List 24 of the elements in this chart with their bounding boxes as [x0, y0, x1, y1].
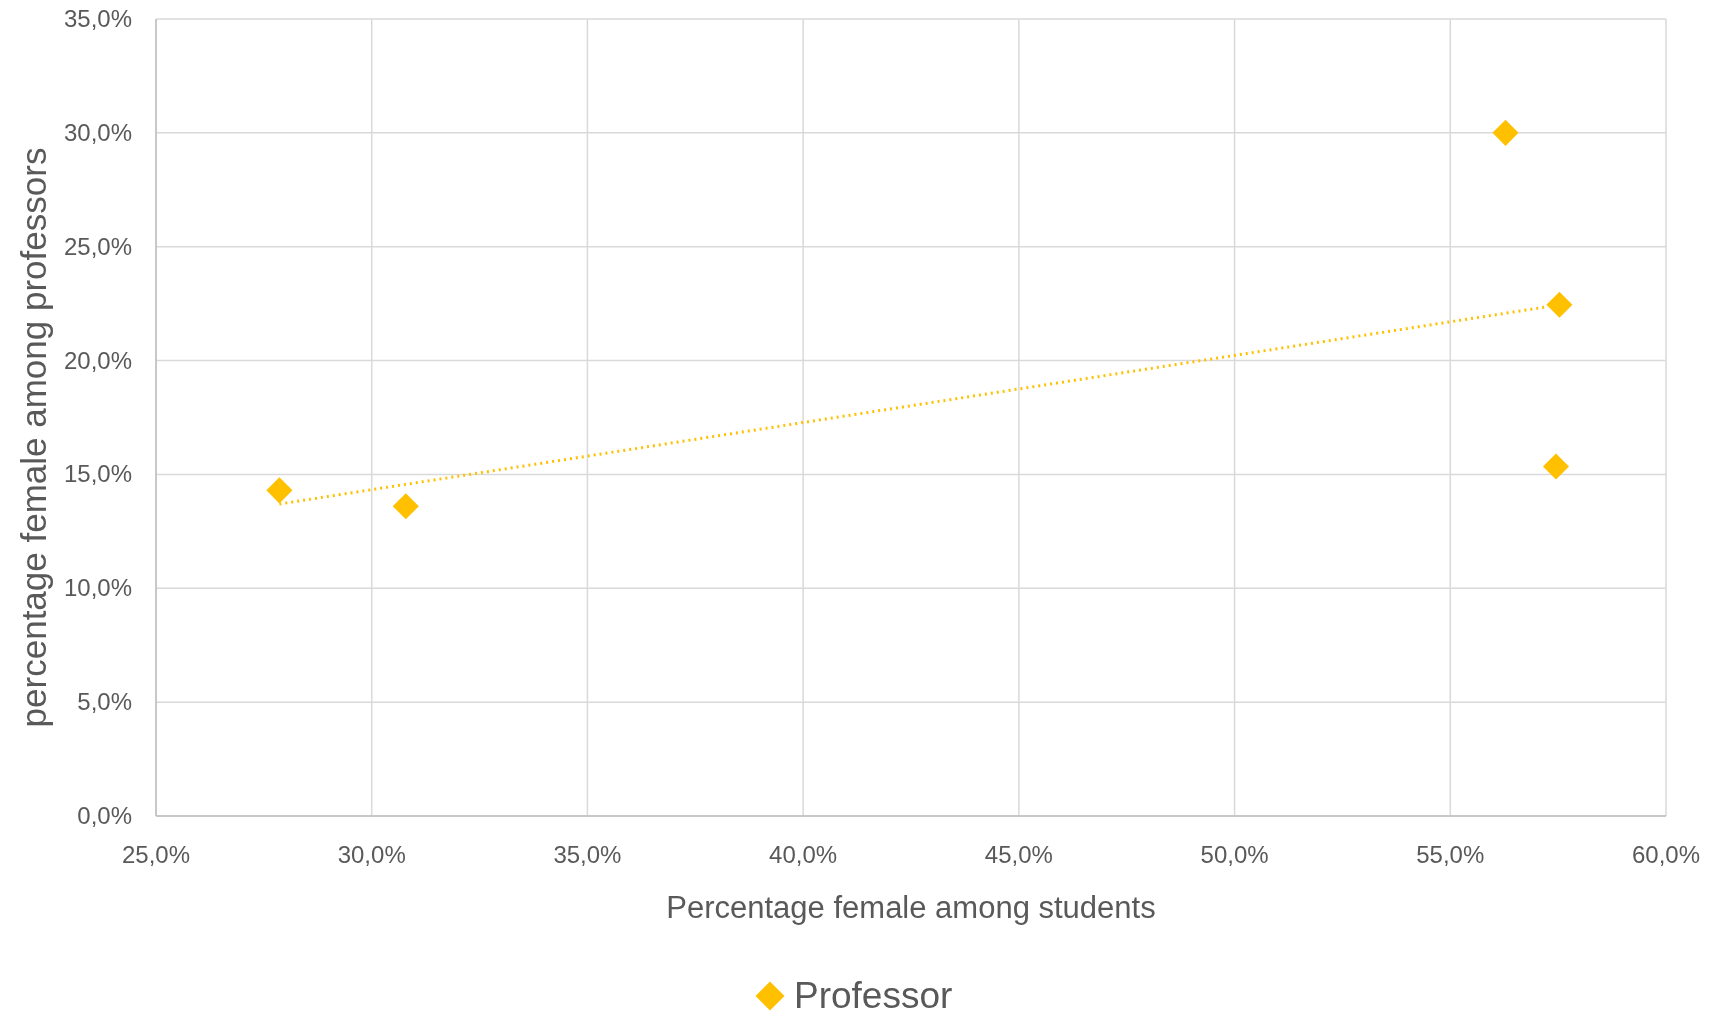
x-tick-label: 50,0%	[1200, 841, 1269, 868]
x-tick-label: 30,0%	[337, 841, 406, 868]
x-tick-label: 45,0%	[984, 841, 1053, 868]
y-axis-title: percentage female among professors	[14, 147, 53, 728]
y-tick-label: 10,0%	[63, 574, 132, 602]
y-tick-label: 35,0%	[63, 5, 132, 32]
x-axis-title: Percentage female among students	[666, 890, 1156, 925]
point	[392, 493, 419, 520]
x-tick-label: 60,0%	[1631, 841, 1701, 868]
x-tick-label: 40,0%	[769, 841, 838, 868]
point	[1546, 291, 1573, 318]
y-tick-label: 15,0%	[63, 460, 132, 488]
y-tick-label: 20,0%	[63, 346, 132, 374]
y-tick-label: 0,0%	[77, 802, 132, 829]
legend-label: Professor	[794, 975, 953, 1014]
x-tick-label: 25,0%	[121, 841, 191, 868]
x-tick-label: 35,0%	[553, 841, 622, 868]
y-tick-label: 5,0%	[77, 688, 132, 716]
y-tick-label: 25,0%	[63, 232, 132, 260]
point	[1492, 119, 1519, 146]
point	[1542, 453, 1570, 480]
x-tick-label: 55,0%	[1416, 841, 1485, 868]
point	[266, 477, 293, 504]
y-tick-label: 30,0%	[63, 118, 132, 146]
